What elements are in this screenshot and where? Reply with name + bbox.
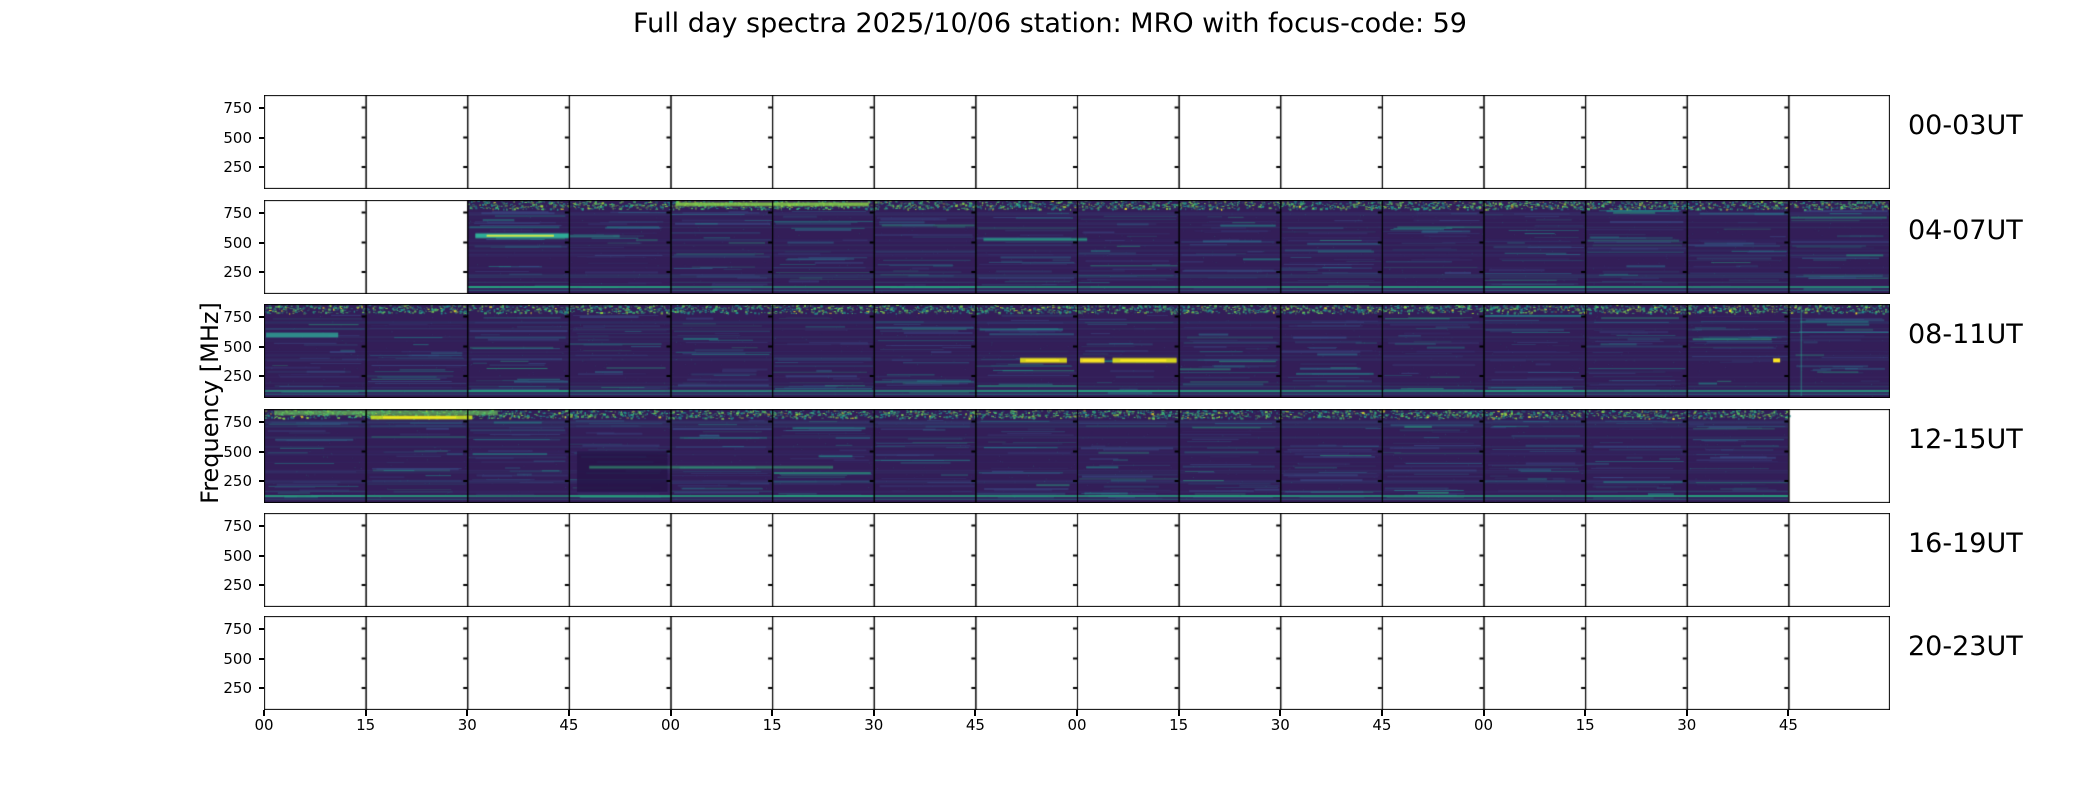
y-tick-mark	[259, 271, 264, 273]
y-tick-label: 250	[223, 576, 252, 594]
y-tick-mark	[259, 241, 264, 244]
y-tick-label: 250	[223, 158, 252, 176]
spectrogram-canvas-04-07UT	[264, 200, 1890, 294]
y-tick-label: 500	[223, 442, 252, 461]
y-tick-label: 750	[223, 516, 252, 535]
x-tick-label: 45	[559, 716, 579, 734]
x-tick-mark	[1787, 710, 1790, 716]
y-tick-mark	[259, 657, 264, 660]
row-time-label-20-23UT: 20-23UT	[1908, 631, 2023, 662]
y-tick-mark	[259, 345, 264, 348]
y-tick-mark	[259, 687, 264, 689]
x-tick-mark	[1279, 710, 1282, 716]
x-tick-mark	[771, 710, 774, 716]
row-time-label-00-03UT: 00-03UT	[1908, 110, 2023, 141]
y-tick-mark	[259, 480, 264, 482]
y-tick-mark	[259, 627, 264, 630]
y-tick-mark	[259, 375, 264, 377]
x-tick-mark	[567, 710, 570, 716]
x-tick-mark	[1584, 710, 1587, 716]
x-tick-mark	[1482, 710, 1485, 716]
row-time-label-08-11UT: 08-11UT	[1908, 319, 2023, 350]
y-tick-mark	[259, 211, 264, 214]
row-time-label-16-19UT: 16-19UT	[1908, 528, 2023, 559]
y-tick-mark	[259, 524, 264, 527]
y-tick-mark	[259, 450, 264, 453]
plot-title: Full day spectra 2025/10/06 station: MRO…	[633, 8, 1467, 39]
y-tick-mark	[259, 136, 264, 139]
y-tick-label: 750	[223, 203, 252, 222]
y-tick-mark	[259, 106, 264, 109]
spectrogram-canvas-16-19UT	[264, 513, 1890, 607]
x-tick-label: 45	[965, 716, 985, 734]
y-tick-mark	[259, 554, 264, 557]
row-time-label-12-15UT: 12-15UT	[1908, 424, 2023, 455]
x-tick-label: 45	[1778, 716, 1798, 734]
spectrogram-canvas-08-11UT	[264, 304, 1890, 398]
x-tick-mark	[466, 710, 469, 716]
x-tick-label: 30	[1270, 716, 1290, 734]
x-tick-mark	[669, 710, 672, 716]
y-tick-mark	[259, 420, 264, 423]
x-tick-label: 00	[660, 716, 681, 734]
x-tick-label: 00	[1067, 716, 1087, 734]
x-tick-mark	[263, 710, 265, 716]
x-tick-label: 30	[457, 716, 477, 734]
y-tick-label: 500	[223, 128, 252, 147]
y-tick-label: 500	[223, 649, 252, 668]
y-tick-mark	[259, 584, 264, 586]
x-tick-mark	[1685, 710, 1688, 716]
y-tick-label: 250	[223, 472, 252, 490]
spectrogram-canvas-00-03UT	[264, 95, 1890, 189]
x-tick-label: 15	[1169, 716, 1189, 734]
spectrogram-canvas-12-15UT	[264, 409, 1890, 503]
y-tick-mark	[259, 166, 264, 168]
x-tick-mark	[1177, 710, 1180, 716]
row-time-label-04-07UT: 04-07UT	[1908, 215, 2023, 246]
y-tick-label: 750	[223, 307, 252, 326]
y-tick-label: 250	[223, 263, 252, 281]
x-tick-label: 45	[1372, 716, 1392, 734]
y-tick-label: 250	[223, 679, 252, 697]
x-tick-mark	[364, 710, 367, 716]
x-tick-label: 30	[864, 716, 884, 734]
spectrogram-canvas-20-23UT	[264, 616, 1890, 710]
x-tick-mark	[1380, 710, 1383, 716]
x-tick-mark	[1076, 710, 1078, 716]
y-tick-label: 500	[223, 337, 252, 356]
y-tick-mark	[259, 315, 264, 318]
x-tick-label: 00	[1473, 716, 1494, 734]
x-tick-label: 15	[1575, 716, 1595, 734]
x-tick-mark	[974, 710, 977, 716]
y-tick-label: 750	[223, 619, 252, 638]
y-tick-label: 750	[223, 412, 252, 431]
y-tick-label: 750	[223, 98, 252, 117]
x-tick-label: 30	[1677, 716, 1697, 734]
y-tick-label: 250	[223, 367, 252, 385]
x-tick-label: 15	[356, 716, 376, 734]
x-tick-label: 15	[762, 716, 782, 734]
y-tick-label: 500	[223, 546, 252, 565]
x-tick-mark	[872, 710, 875, 716]
y-tick-label: 500	[223, 233, 252, 252]
x-tick-label: 00	[254, 716, 274, 734]
